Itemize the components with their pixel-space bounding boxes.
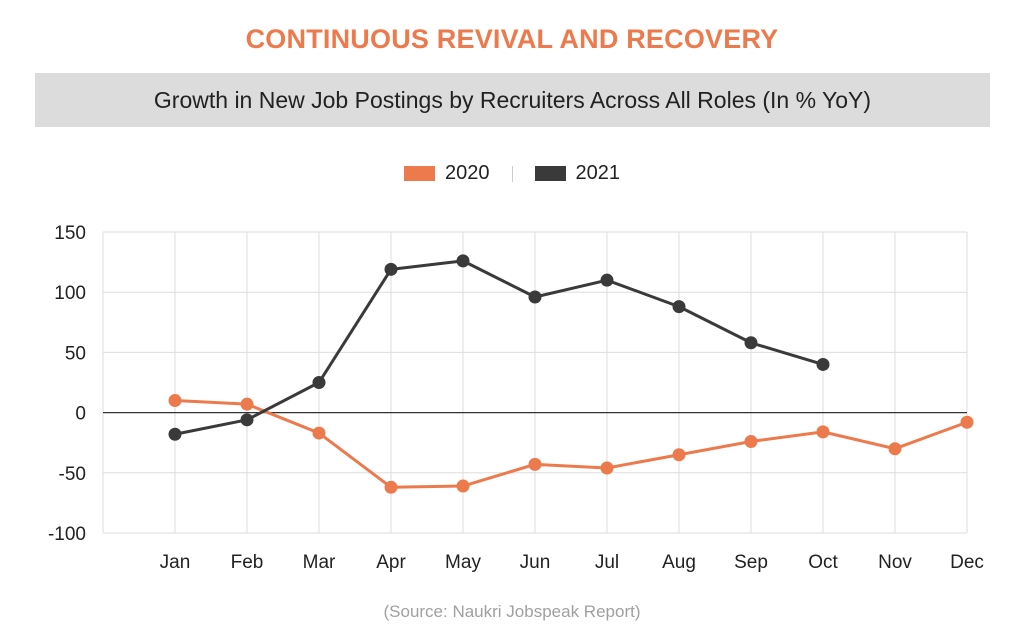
data-point-2021 xyxy=(600,273,614,287)
source-note: (Source: Naukri Jobspeak Report) xyxy=(383,602,641,621)
y-tick-label: 50 xyxy=(65,343,86,364)
headline: CONTINUOUS REVIVAL AND RECOVERY xyxy=(245,24,779,54)
legend-label-2020: 2020 xyxy=(445,162,490,184)
x-tick-label: Aug xyxy=(662,552,696,573)
y-tick-label: 150 xyxy=(54,223,86,244)
data-point-2020 xyxy=(600,461,614,475)
data-point-2020 xyxy=(384,480,398,494)
data-point-2021 xyxy=(672,300,686,314)
x-tick-label: Oct xyxy=(808,552,838,573)
data-point-2020 xyxy=(960,415,974,429)
data-point-2021 xyxy=(384,262,398,276)
data-point-2020 xyxy=(744,434,758,448)
series-line-2020 xyxy=(174,399,968,489)
x-tick-label: Jul xyxy=(595,552,619,573)
data-point-2020 xyxy=(168,394,182,408)
subtitle-bar: Growth in New Job Postings by Recruiters… xyxy=(35,73,990,127)
legend-swatch-2021 xyxy=(534,166,566,181)
x-tick-label: Sep xyxy=(734,552,768,573)
data-point-2021 xyxy=(456,254,470,268)
data-point-2021 xyxy=(168,427,182,441)
legend-item-2021: 2021 xyxy=(534,162,621,185)
data-point-2020 xyxy=(456,479,470,493)
data-point-2020 xyxy=(528,457,542,471)
x-tick-label: Mar xyxy=(303,552,336,573)
legend-swatch-2020 xyxy=(404,166,435,181)
x-tick-label: Feb xyxy=(231,552,264,573)
data-point-2021 xyxy=(816,357,830,371)
x-tick-label: Nov xyxy=(878,552,912,573)
x-tick-label: Jun xyxy=(520,552,551,573)
series-line-2021 xyxy=(174,259,824,436)
legend-separator xyxy=(511,165,513,182)
legend-label-2021: 2021 xyxy=(575,162,621,184)
legend: 2020 2021 xyxy=(0,162,1024,185)
data-point-2020 xyxy=(312,426,326,440)
x-tick-label: Jan xyxy=(160,552,191,573)
data-point-2020 xyxy=(240,397,254,411)
x-tick-label: Apr xyxy=(376,552,406,573)
data-point-2021 xyxy=(312,376,326,389)
chart-subtitle: Growth in New Job Postings by Recruiters… xyxy=(153,86,872,113)
y-tick-label: -100 xyxy=(48,524,86,545)
data-point-2020 xyxy=(816,425,830,439)
data-point-2021 xyxy=(744,336,758,350)
x-tick-label: May xyxy=(445,552,481,573)
y-tick-label: -50 xyxy=(59,464,86,485)
data-point-2020 xyxy=(672,448,686,462)
data-point-2021 xyxy=(240,413,254,427)
legend-item-2020: 2020 xyxy=(404,162,490,185)
data-point-2020 xyxy=(888,442,902,456)
y-tick-label: 100 xyxy=(54,283,86,304)
y-tick-label: 0 xyxy=(75,404,86,425)
x-tick-label: Dec xyxy=(950,552,984,573)
data-point-2021 xyxy=(528,290,542,304)
